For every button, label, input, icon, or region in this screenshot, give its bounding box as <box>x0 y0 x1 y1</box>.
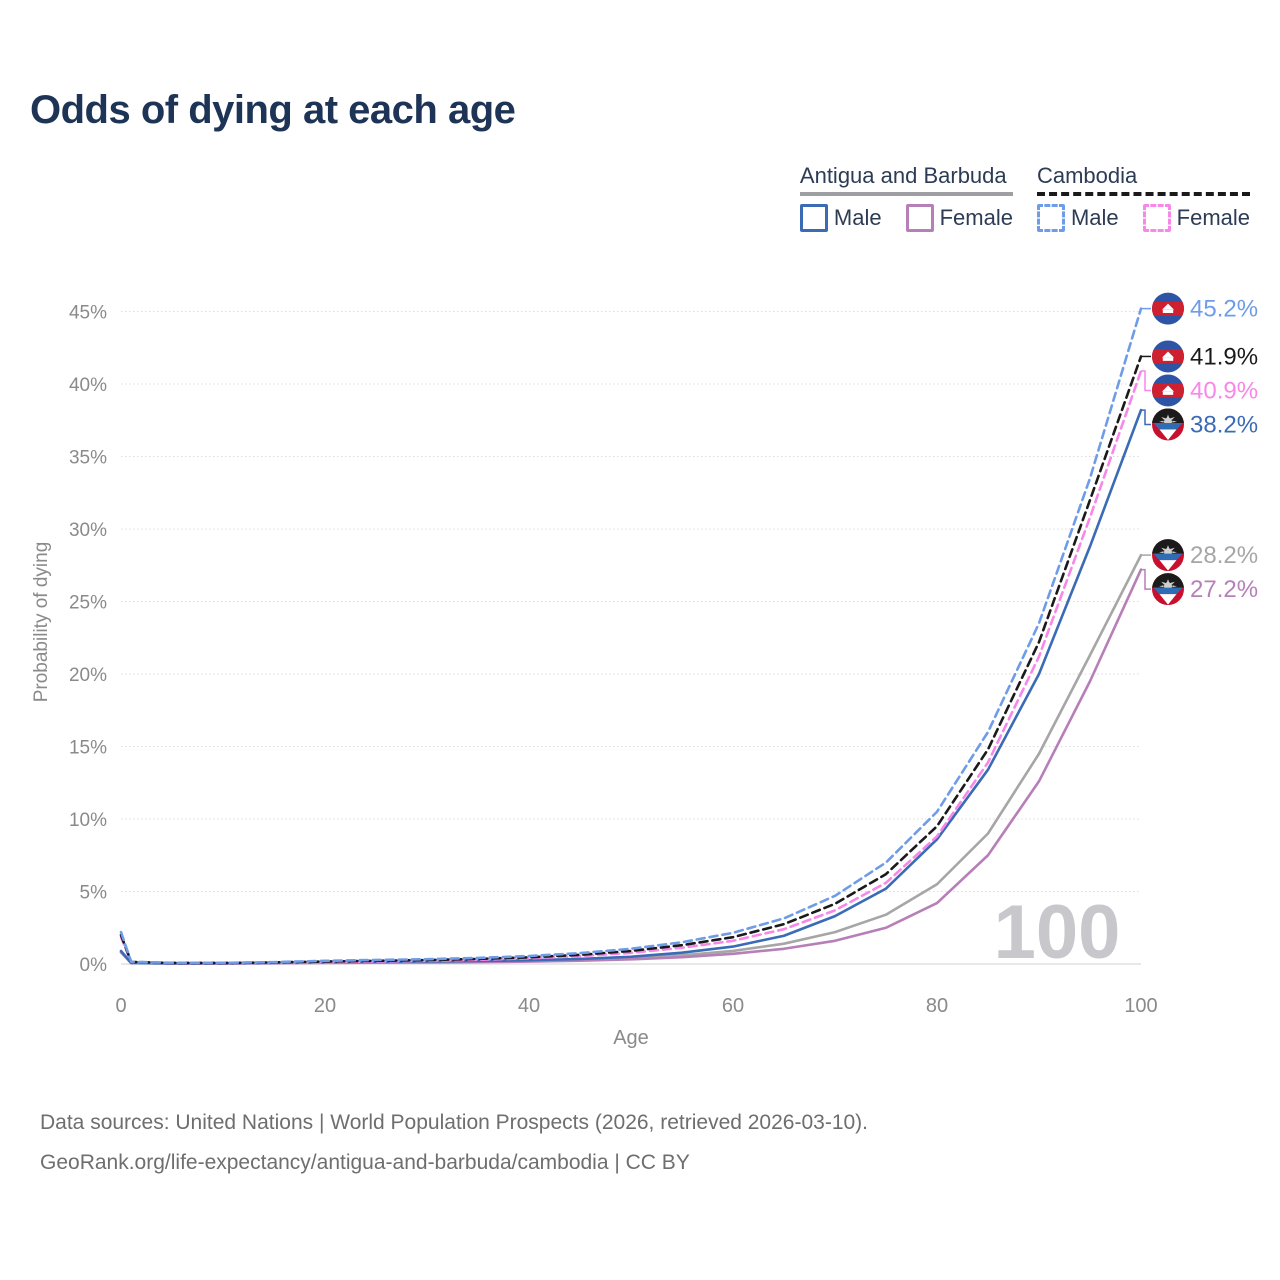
y-axis-title: Probability of dying <box>31 542 52 703</box>
legend-item-antigua-male[interactable]: Male <box>799 204 882 232</box>
antigua-line-style-sample <box>799 192 1013 196</box>
x-tick-label: 0 <box>115 995 126 1017</box>
antigua-female-swatch-icon <box>905 204 934 232</box>
plot-svg: 100 0% 5% 10% 15% 20% 25% 30% 35% 40% 45% 0 20 40 60 8… <box>31 250 1258 1049</box>
line-cambodia-both <box>119 355 1143 965</box>
y-tick-label: 45% <box>69 303 107 324</box>
label-leader-line <box>1141 409 1151 426</box>
end-label-cambodia-both: 41.9% <box>1141 340 1258 372</box>
line-antigua-and-barbuda-female <box>119 568 1143 965</box>
end-label-antigua-and-barbuda-male: 38.2% <box>1141 408 1258 440</box>
hover-age-watermark: 100 <box>994 890 1121 975</box>
end-label-antigua-and-barbuda-female: 27.2% <box>1141 568 1258 606</box>
x-tick-label: 100 <box>1124 995 1157 1017</box>
y-tick-label: 20% <box>69 665 107 686</box>
cambodia-flag-icon <box>1152 293 1184 325</box>
cambodia-flag-icon <box>1152 340 1184 372</box>
y-tick-label: 40% <box>69 375 107 396</box>
end-label-value: 45.2% <box>1190 296 1258 323</box>
chart-legend: Antigua and Barbuda Male Female Cambodia <box>799 163 1250 232</box>
end-label-antigua-and-barbuda-both: 28.2% <box>1141 539 1258 571</box>
line-antigua-and-barbuda-both <box>119 553 1143 965</box>
antigua-and-barbuda-flag-icon <box>1152 573 1184 605</box>
y-tick-label: 0% <box>80 955 108 976</box>
y-tick-label: 15% <box>69 738 107 759</box>
x-tick-label: 40 <box>518 995 540 1017</box>
cambodia-line-style-sample <box>1036 192 1250 196</box>
x-tick-label: 80 <box>926 995 948 1017</box>
y-tick-label: 35% <box>69 448 107 469</box>
cambodia-female-swatch-icon <box>1142 204 1171 232</box>
y-tick-label: 5% <box>80 883 108 904</box>
end-label-cambodia-female: 40.9% <box>1141 370 1258 407</box>
antigua-male-swatch-icon <box>799 204 828 232</box>
legend-group-cambodia: Cambodia Male Female <box>1036 163 1250 232</box>
end-label-value: 27.2% <box>1190 576 1258 603</box>
line-cambodia-female <box>119 369 1143 965</box>
end-label-value: 41.9% <box>1190 343 1258 370</box>
x-axis-title: Age <box>613 1027 649 1049</box>
line-chart: 100 0% 5% 10% 15% 20% 25% 30% 35% 40% 45% 0 20 40 60 8… <box>0 250 1280 1080</box>
end-label-value: 28.2% <box>1190 542 1258 569</box>
legend-item-label: Female <box>939 205 1013 230</box>
legend-group-title[interactable]: Antigua and Barbuda <box>799 163 1007 188</box>
legend-item-label: Male <box>833 205 882 230</box>
legend-item-label: Male <box>1070 205 1119 230</box>
cambodia-flag-icon <box>1152 374 1184 406</box>
page-title: Odds of dying at each age <box>30 88 516 132</box>
antigua-and-barbuda-flag-icon <box>1152 408 1184 440</box>
label-leader-line <box>1141 370 1151 392</box>
y-tick-label: 10% <box>69 810 107 831</box>
legend-group-antigua-and-barbuda: Antigua and Barbuda Male Female <box>799 163 1013 232</box>
legend-item-cambodia-male[interactable]: Male <box>1036 204 1119 232</box>
y-tick-label: 25% <box>69 593 107 614</box>
data-sources-text: Data sources: United Nations | World Pop… <box>40 1111 869 1134</box>
line-antigua-and-barbuda-male <box>119 408 1143 965</box>
source-attribution: Data sources: United Nations | World Pop… <box>40 1103 868 1183</box>
label-leader-line <box>1141 568 1151 590</box>
line-cambodia-male <box>119 307 1143 965</box>
end-label-cambodia-male: 45.2% <box>1141 293 1258 325</box>
legend-item-label: Female <box>1176 205 1250 230</box>
legend-group-title[interactable]: Cambodia <box>1036 163 1138 188</box>
end-label-value: 38.2% <box>1190 411 1258 438</box>
georank-source-link[interactable]: GeoRank.org/life-expectancy/antigua-and-… <box>40 1151 690 1174</box>
end-label-value: 40.9% <box>1190 377 1258 404</box>
cambodia-male-swatch-icon <box>1036 204 1065 232</box>
antigua-and-barbuda-flag-icon <box>1152 539 1184 571</box>
y-tick-label: 30% <box>69 520 107 541</box>
x-tick-label: 60 <box>722 995 744 1017</box>
x-tick-label: 20 <box>314 995 336 1017</box>
legend-item-antigua-female[interactable]: Female <box>905 204 1013 232</box>
legend-item-cambodia-female[interactable]: Female <box>1142 204 1250 232</box>
